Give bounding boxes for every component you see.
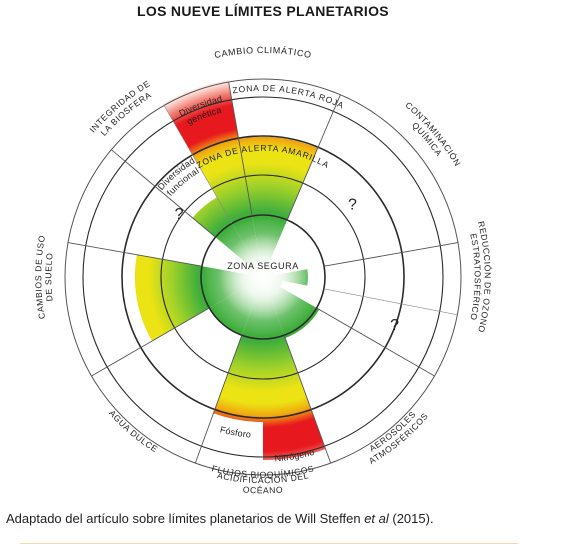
label-ocean-acidification-line-2: OCÉANO — [242, 484, 283, 495]
sector-divider-2 — [228, 81, 253, 216]
unknown-mark-aerosols: ? — [390, 317, 399, 334]
boundary-ring-3 — [121, 135, 405, 419]
sub-sector-divider-1 — [163, 105, 233, 224]
unknown-mark-chemical: ? — [348, 197, 357, 214]
unknown-mark-functional: ? — [175, 206, 184, 223]
sector-divider-5 — [316, 307, 435, 377]
label-land-system-change-line-2: DE SUELO — [43, 252, 54, 302]
boundary-ring-4 — [82, 96, 444, 458]
label-phosphorus-line-1: Fósforo — [219, 424, 252, 439]
label-atmospheric-aerosols-line-2: ATMOSFÉRICOS — [367, 411, 430, 466]
sector-divider-9 — [67, 242, 202, 267]
sector-divider-4 — [324, 242, 459, 267]
sector-divider-8 — [91, 307, 210, 377]
caption-text: Adaptado del artículo sobre límites plan… — [6, 511, 365, 526]
sector-divider-3 — [286, 94, 341, 221]
label-freshwater-use-line-1: AGUA DULCE — [107, 408, 160, 454]
caption-year: (2015). — [388, 511, 434, 526]
sub-sector-divider-2 — [323, 288, 458, 316]
label-chemical-pollution-line-1: CONTAMINACIÓN — [403, 100, 463, 168]
boundary-ring-5 — [64, 78, 462, 476]
label-land-system-change-line-1: CAMBIOS DE USO — [33, 234, 47, 320]
sector-divider-6 — [283, 335, 332, 464]
divider-line — [20, 543, 518, 544]
sector-divider-7 — [194, 335, 243, 464]
label-ocean-acidification-line-1: ACIDIFICACIÓN DEL — [216, 470, 309, 485]
label-red-zone-line-1: ZONA DE ALERTA ROJA — [232, 83, 346, 111]
boundary-ring-2 — [160, 174, 366, 380]
sector-divider-1 — [111, 149, 216, 238]
label-safe-zone: ZONA SEGURA — [227, 261, 299, 271]
planetary-boundaries-diagram: CAMBIO CLIMÁTICOCONTAMINACIÓNQUÍMICAREDU… — [33, 45, 492, 495]
boundary-ring-1 — [200, 214, 326, 340]
source-caption: Adaptado del artículo sobre límites plan… — [6, 511, 434, 526]
label-biosphere-integrity-line-1: INTEGRIDAD DE — [87, 78, 151, 134]
safe-zone-glow — [205, 219, 321, 335]
label-ozone-depletion-line-2: ESTRATOSFÉRICO — [468, 233, 482, 322]
label-climate-change-line-1: CAMBIO CLIMÁTICO — [213, 45, 312, 60]
diagram-title: LOS NUEVE LÍMITES PLANETARIOS — [137, 3, 389, 19]
caption-italic: et al — [364, 511, 389, 526]
